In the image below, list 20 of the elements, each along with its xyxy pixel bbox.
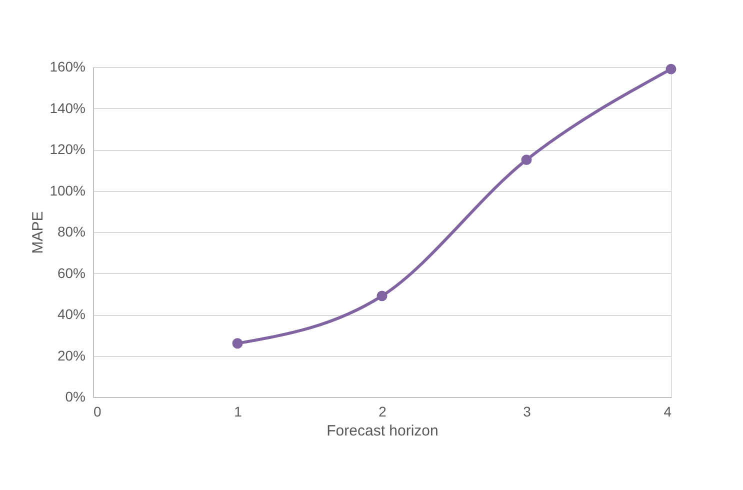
- x-axis-title: Forecast horizon: [326, 422, 438, 440]
- x-tick-label: 1: [234, 404, 242, 420]
- y-tick-label: 60%: [57, 264, 86, 281]
- y-tick-label: 0%: [65, 388, 86, 404]
- y-tick-label: 120%: [50, 141, 86, 157]
- y-tick-label: 100%: [50, 182, 86, 198]
- x-tick-label: 3: [523, 404, 532, 420]
- y-tick-label: 160%: [50, 58, 86, 74]
- y-tick-label: 140%: [50, 100, 86, 116]
- point: [521, 154, 532, 166]
- y-tick-label: 20%: [57, 347, 86, 364]
- x-tick-label: 2: [378, 404, 387, 420]
- point: [666, 64, 676, 74]
- y-tick-label: 40%: [57, 306, 86, 322]
- y-tick-label: 80%: [57, 224, 86, 240]
- point: [232, 338, 243, 349]
- y-axis-title: MAPE: [30, 211, 47, 254]
- point: [376, 290, 388, 302]
- x-tick-label: 0: [94, 404, 102, 420]
- x-tick-label: 4: [664, 404, 672, 420]
